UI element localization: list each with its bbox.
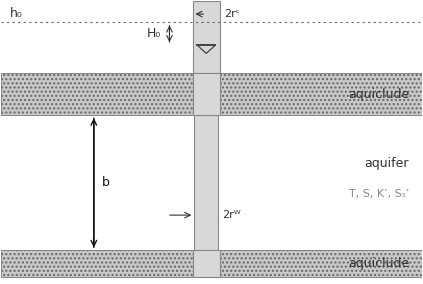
Text: 2rᶜ: 2rᶜ [224,9,240,19]
Bar [194,115,218,250]
Bar [192,250,220,277]
Bar [1,250,422,277]
Text: 2rᵂ: 2rᵂ [222,210,241,220]
Text: T, S, K’, Sₛ’: T, S, K’, Sₛ’ [349,189,409,199]
Bar [192,1,220,73]
Text: h₀: h₀ [10,7,22,20]
Text: b: b [102,176,110,189]
Text: aquiclude: aquiclude [348,257,409,270]
Bar [1,73,422,115]
Text: aquiclude: aquiclude [348,88,409,101]
Bar [192,73,220,115]
Text: H₀: H₀ [147,27,161,40]
Text: aquifer: aquifer [365,156,409,170]
